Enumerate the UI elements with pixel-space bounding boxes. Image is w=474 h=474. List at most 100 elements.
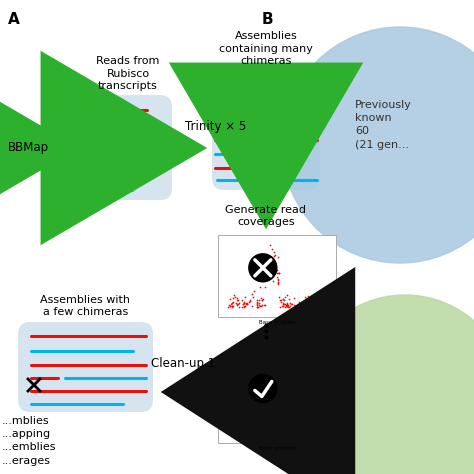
- Point: [303, 428, 311, 436]
- Point: [237, 425, 245, 433]
- Point: [283, 301, 291, 308]
- Point: [244, 422, 252, 430]
- Point: [278, 409, 286, 416]
- Point: [304, 300, 311, 307]
- Point: [257, 428, 264, 436]
- Point: [294, 303, 302, 310]
- Point: [267, 264, 275, 272]
- Point: [230, 424, 238, 431]
- Point: [235, 301, 242, 308]
- Point: [309, 427, 317, 435]
- Point: [313, 427, 321, 435]
- Point: [274, 275, 282, 283]
- Text: Assemblies with
a few chimeras: Assemblies with a few chimeras: [40, 295, 130, 317]
- Point: [282, 302, 290, 310]
- Point: [233, 294, 241, 302]
- Point: [313, 414, 321, 421]
- Point: [255, 420, 262, 428]
- Point: [272, 428, 279, 436]
- Point: [262, 269, 270, 277]
- Point: [273, 411, 281, 419]
- Point: [277, 422, 284, 430]
- Point: [283, 429, 291, 437]
- Point: [229, 298, 237, 306]
- Point: [242, 424, 249, 431]
- Point: [248, 425, 255, 432]
- Point: [315, 418, 323, 426]
- Point: [307, 429, 315, 437]
- Bar: [218, 235, 336, 317]
- Point: [257, 294, 265, 301]
- Point: [247, 426, 255, 433]
- Point: [306, 420, 313, 428]
- Point: [228, 429, 236, 437]
- Point: [275, 429, 283, 437]
- Point: [246, 298, 253, 306]
- Point: [253, 296, 260, 304]
- Point: [315, 289, 322, 296]
- Point: [240, 428, 248, 436]
- Point: [254, 419, 261, 427]
- Point: [279, 295, 286, 302]
- Circle shape: [249, 254, 277, 282]
- Point: [241, 303, 248, 310]
- Point: [267, 256, 275, 264]
- Point: [285, 295, 292, 303]
- Point: [270, 253, 278, 260]
- Point: [271, 422, 278, 430]
- Point: [228, 303, 236, 310]
- Point: [240, 300, 247, 307]
- Point: [229, 302, 237, 310]
- Point: [273, 269, 281, 277]
- Point: [277, 298, 285, 306]
- Point: [235, 299, 242, 307]
- Text: Previously
known
60
(21 gen...: Previously known 60 (21 gen...: [355, 100, 412, 150]
- Point: [306, 423, 314, 431]
- Point: [295, 410, 303, 417]
- Point: [274, 280, 282, 287]
- Point: [289, 419, 296, 427]
- Point: [305, 300, 313, 308]
- Point: [291, 404, 298, 412]
- Point: [283, 302, 291, 310]
- Point: [310, 429, 318, 437]
- Point: [270, 249, 277, 256]
- Point: [313, 429, 321, 437]
- Point: [269, 263, 277, 271]
- Point: [248, 290, 255, 298]
- Point: [314, 301, 322, 309]
- Point: [227, 429, 235, 437]
- Point: [310, 428, 317, 436]
- Point: [272, 428, 280, 435]
- Point: [304, 298, 312, 305]
- Point: [299, 301, 306, 309]
- Point: [300, 406, 308, 414]
- Point: [271, 428, 279, 436]
- Point: [261, 417, 268, 425]
- Point: [260, 269, 267, 277]
- Point: [273, 266, 280, 274]
- Point: [267, 264, 275, 272]
- Point: [269, 269, 277, 277]
- Point: [260, 425, 267, 433]
- Point: [266, 429, 273, 437]
- Circle shape: [282, 27, 474, 263]
- Point: [320, 423, 328, 430]
- Point: [286, 424, 294, 431]
- Point: [232, 300, 239, 307]
- Point: [231, 427, 239, 435]
- Point: [303, 428, 310, 436]
- Point: [256, 428, 264, 436]
- Point: [283, 302, 291, 310]
- Point: [283, 299, 291, 306]
- Point: [255, 427, 262, 435]
- Point: [287, 300, 295, 308]
- Point: [255, 301, 263, 309]
- Point: [250, 287, 257, 295]
- Point: [239, 300, 246, 308]
- Point: [302, 424, 310, 432]
- Point: [283, 292, 291, 299]
- Point: [318, 401, 326, 408]
- Point: [242, 299, 249, 306]
- Point: [240, 298, 248, 305]
